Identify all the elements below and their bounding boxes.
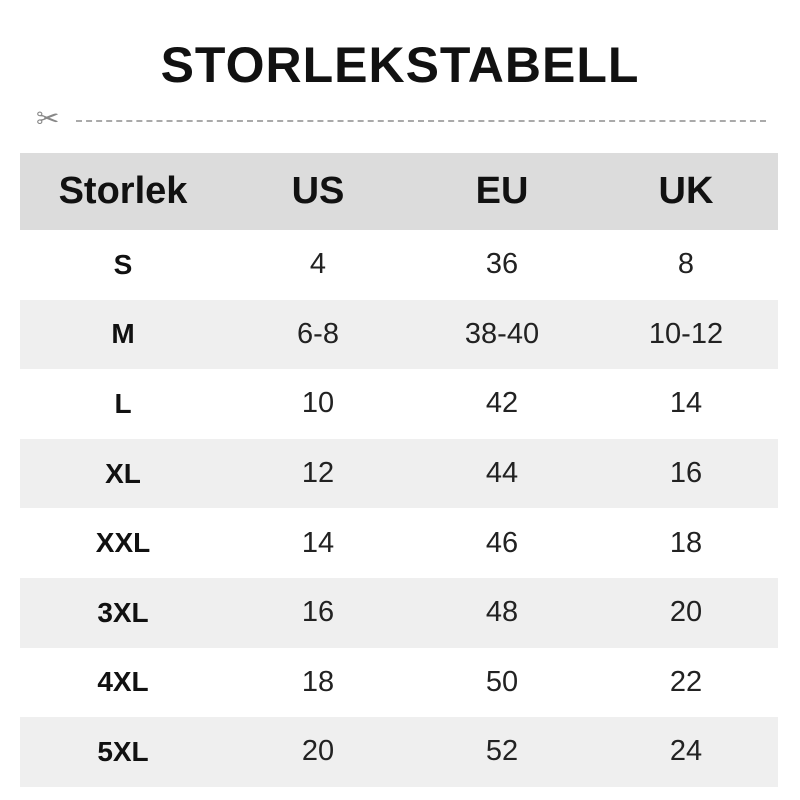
cell-us: 12	[226, 438, 410, 509]
cell-us: 14	[301, 526, 335, 559]
header-us: US	[226, 153, 410, 230]
cell-uk: 18	[669, 526, 703, 559]
cell-uk: 16	[594, 438, 778, 509]
cell-size: XXL	[95, 527, 151, 559]
cell-size: M	[20, 299, 226, 370]
cell-size: 4XL	[97, 666, 149, 698]
cell-eu: 46	[485, 526, 519, 559]
cell-us: 6-8	[226, 299, 410, 370]
cell-eu: 38-40	[410, 299, 594, 370]
cell-size: 3XL	[20, 577, 226, 648]
cell-size: L	[114, 387, 132, 419]
cell-eu: 36	[485, 248, 519, 281]
scissors-icon: ✂	[36, 103, 60, 134]
cell-eu: 42	[485, 387, 519, 420]
cell-uk: 8	[677, 248, 695, 281]
cell-uk: 14	[669, 387, 703, 420]
cell-eu: 50	[485, 665, 519, 698]
page-title: STORLEKSTABELL	[160, 37, 640, 93]
cell-size: S	[113, 248, 133, 280]
cell-uk: 10-12	[594, 299, 778, 370]
header-row: Storlek US EU UK	[20, 153, 778, 230]
cell-eu: 44	[410, 438, 594, 509]
table-row: L 10 42 14	[20, 369, 778, 439]
header-size: Storlek	[20, 153, 226, 230]
table-row: 4XL 18 50 22	[20, 648, 778, 718]
size-table: Storlek US EU UK S 4 36 8 M 6-8 38-40 10-12 L 10 4…	[20, 153, 778, 787]
table-row: XXL 14 46 18	[20, 508, 778, 578]
cell-size: XL	[20, 438, 226, 509]
header-uk: UK	[594, 153, 778, 230]
cell-eu: 52	[410, 717, 594, 787]
table-row: 3XL 16 48 20	[20, 577, 778, 648]
cell-eu: 48	[410, 577, 594, 648]
cell-us: 10	[301, 387, 335, 420]
cell-us: 20	[226, 717, 410, 787]
cut-line: ✂	[36, 103, 766, 134]
cell-uk: 24	[594, 717, 778, 787]
table-row: XL 12 44 16	[20, 438, 778, 509]
dashed-divider	[76, 120, 766, 122]
cell-us: 18	[301, 665, 335, 698]
table-row: M 6-8 38-40 10-12	[20, 299, 778, 370]
table-row: 5XL 20 52 24	[20, 717, 778, 787]
cell-size: 5XL	[20, 717, 226, 787]
header-eu: EU	[410, 153, 594, 230]
table-row: S 4 36 8	[20, 230, 778, 300]
cell-uk: 22	[669, 665, 703, 698]
cell-us: 16	[226, 577, 410, 648]
cell-uk: 20	[594, 577, 778, 648]
cell-us: 4	[309, 248, 327, 281]
